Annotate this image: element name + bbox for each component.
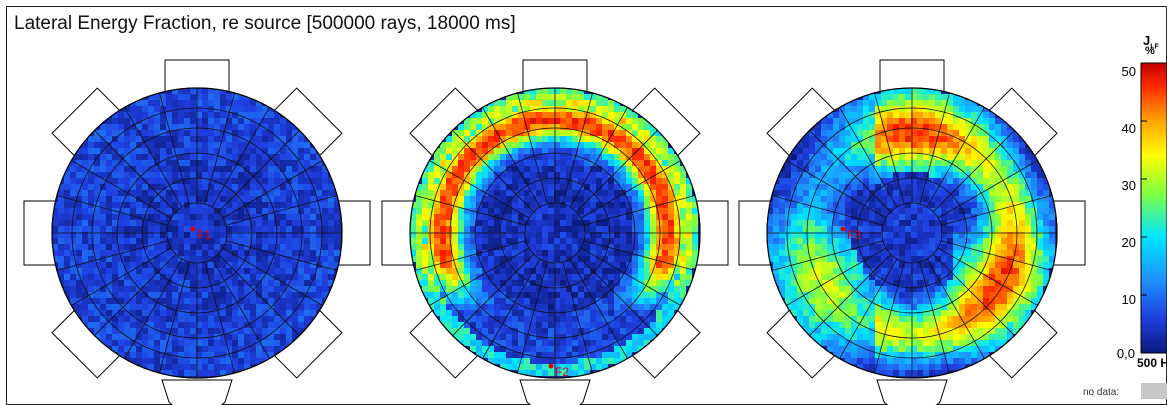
seat-map: F1 [23,59,371,405]
stage-fan [876,379,948,405]
legend-subscript: LF [1150,43,1159,51]
stage-fan [161,379,233,405]
colorbar [1140,62,1167,354]
colorbar-tick-label: 0,0 [1116,346,1135,361]
map-outline [51,87,343,379]
source-label: F1 [197,228,211,242]
no-data-swatch [1141,383,1167,399]
legend-quantity: JLF [1143,33,1159,51]
colorbar-tick-label: 40 [1121,121,1136,136]
colorbar-tick-label: 10 [1121,292,1136,307]
source-marker [840,226,846,232]
colorbar-tick-label: 50 [1121,64,1136,79]
map-outline [409,87,701,379]
source-marker [548,363,554,369]
source-label: F2 [555,365,569,379]
source-label: F3 [847,228,861,242]
seat-grid [767,88,1057,378]
map-outline [766,87,1058,379]
seat-map: F3 [738,59,1086,405]
seat-grid [52,88,342,378]
seat-grid [410,88,700,378]
chart-title: Lateral Energy Fraction, re source [5000… [14,13,516,34]
frequency-band-label: 500 Hz [1137,356,1167,370]
heatmap-cells [410,88,698,376]
no-data-label: no data: [1083,387,1120,398]
colorbar-tick-label: 20 [1121,235,1136,250]
seat-map: F2 [381,59,729,405]
stage-fan [519,379,591,405]
colorbar-tick-label: 30 [1121,178,1136,193]
legend-symbol: J [1143,33,1151,48]
source-marker [190,226,196,232]
legend-unit: % [1145,45,1155,57]
